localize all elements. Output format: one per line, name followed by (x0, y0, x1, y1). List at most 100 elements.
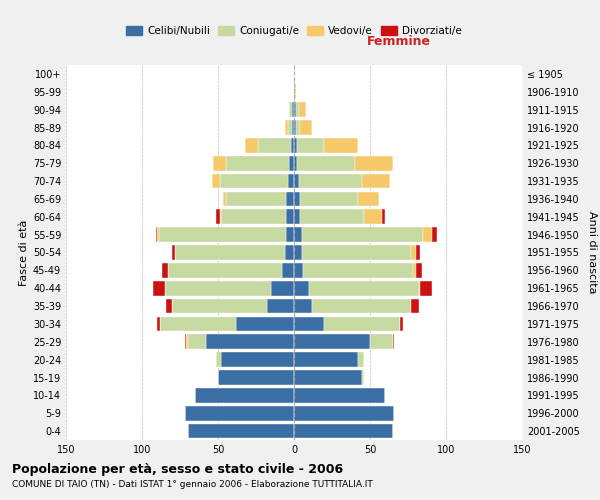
Bar (433, 228, 437, 242)
Bar (289, 102, 292, 117)
Bar (325, 316, 400, 331)
Bar (185, 406, 294, 420)
Bar (362, 174, 390, 188)
Bar (297, 138, 325, 152)
Bar (297, 156, 355, 170)
Bar (175, 245, 285, 260)
Bar (186, 334, 188, 349)
Bar (289, 156, 294, 170)
Bar (294, 138, 297, 152)
Bar (168, 263, 282, 278)
Bar (296, 120, 300, 135)
Bar (302, 245, 411, 260)
Bar (282, 263, 294, 278)
Bar (266, 298, 294, 314)
Y-axis label: Anni di nascita: Anni di nascita (587, 211, 596, 294)
Bar (185, 334, 186, 349)
Bar (223, 192, 226, 206)
Bar (299, 174, 362, 188)
Bar (294, 228, 302, 242)
Text: Femmine: Femmine (367, 35, 431, 48)
Bar (165, 281, 271, 295)
Bar (370, 334, 393, 349)
Bar (292, 120, 294, 135)
Bar (416, 263, 422, 278)
Bar (288, 174, 294, 188)
Bar (214, 156, 226, 170)
Bar (172, 298, 266, 314)
Bar (245, 138, 257, 152)
Bar (302, 228, 423, 242)
Bar (286, 210, 294, 224)
Bar (285, 120, 288, 135)
Bar (393, 334, 394, 349)
Bar (221, 352, 294, 367)
Bar (382, 210, 385, 224)
Bar (212, 174, 220, 188)
Bar (226, 156, 289, 170)
Bar (294, 210, 300, 224)
Bar (288, 120, 292, 135)
Bar (294, 245, 302, 260)
Bar (294, 388, 385, 402)
Bar (362, 370, 364, 385)
Bar (292, 102, 294, 117)
Bar (355, 156, 393, 170)
Bar (218, 370, 294, 385)
Bar (300, 120, 312, 135)
Bar (217, 210, 220, 224)
Bar (413, 263, 416, 278)
Bar (294, 281, 309, 295)
Bar (286, 192, 294, 206)
Bar (220, 174, 288, 188)
Bar (294, 424, 393, 438)
Bar (286, 228, 294, 242)
Text: COMUNE DI TAIO (TN) - Dati ISTAT 1° gennaio 2006 - Elaborazione TUTTITALIA.IT: COMUNE DI TAIO (TN) - Dati ISTAT 1° genn… (12, 480, 373, 489)
Text: Popolazione per età, sesso e stato civile - 2006: Popolazione per età, sesso e stato civil… (12, 462, 343, 475)
Bar (420, 281, 433, 295)
Bar (195, 388, 294, 402)
Bar (411, 298, 419, 314)
Bar (188, 334, 206, 349)
Bar (419, 281, 420, 295)
Bar (294, 298, 312, 314)
Bar (364, 210, 382, 224)
Bar (236, 316, 294, 331)
Bar (226, 192, 286, 206)
Bar (294, 84, 296, 99)
Bar (159, 228, 286, 242)
Bar (291, 138, 294, 152)
Bar (294, 156, 297, 170)
Bar (188, 424, 294, 438)
Bar (152, 281, 165, 295)
Bar (294, 192, 300, 206)
Bar (411, 245, 416, 260)
Bar (294, 102, 296, 117)
Bar (423, 228, 433, 242)
Bar (257, 138, 291, 152)
Bar (416, 245, 420, 260)
Bar (303, 263, 413, 278)
Bar (294, 334, 370, 349)
Bar (300, 210, 364, 224)
Bar (166, 298, 172, 314)
Bar (162, 263, 168, 278)
Bar (285, 245, 294, 260)
Bar (325, 138, 358, 152)
Bar (294, 120, 296, 135)
Bar (294, 316, 325, 331)
Bar (294, 370, 362, 385)
Bar (312, 298, 411, 314)
Y-axis label: Fasce di età: Fasce di età (19, 220, 29, 286)
Bar (217, 352, 221, 367)
Bar (157, 228, 159, 242)
Bar (300, 192, 358, 206)
Bar (271, 281, 294, 295)
Bar (296, 102, 299, 117)
Bar (358, 192, 379, 206)
Bar (160, 316, 236, 331)
Bar (172, 245, 175, 260)
Bar (400, 316, 403, 331)
Bar (294, 263, 303, 278)
Bar (294, 174, 299, 188)
